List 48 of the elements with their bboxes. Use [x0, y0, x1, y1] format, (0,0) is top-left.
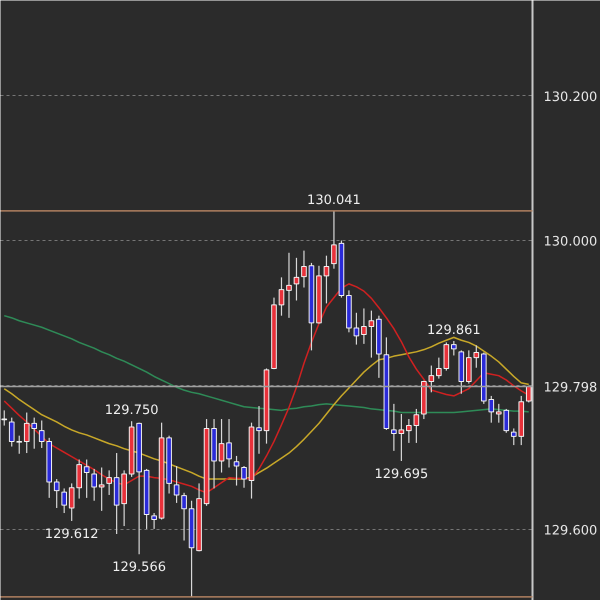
annotation: 129.861 [426, 322, 481, 338]
ref-line-label: 129.798 [544, 380, 598, 396]
candlestick [1, 410, 8, 426]
candlestick [361, 308, 367, 344]
candlestick [391, 403, 397, 452]
candlestick [16, 435, 22, 454]
candlestick [414, 408, 420, 444]
candlestick [503, 408, 510, 434]
candlestick [31, 417, 38, 450]
candlestick [354, 312, 360, 346]
candlestick [98, 466, 104, 512]
candlestick [84, 458, 90, 498]
candlestick [406, 418, 412, 444]
annotation: 129.612 [44, 526, 99, 542]
candlestick [510, 428, 517, 446]
candlestick [436, 357, 442, 380]
y-tick-label: 129.600 [544, 524, 598, 539]
line-series [3, 314, 530, 414]
annotation: 130.041 [307, 192, 361, 208]
line-series [3, 336, 530, 480]
candlestick [294, 257, 300, 302]
candlestick [428, 364, 434, 393]
candlestick [106, 470, 112, 496]
candlestick [444, 342, 450, 372]
annotation: 129.566 [112, 560, 166, 576]
y-tick-label: 130.200 [544, 90, 598, 105]
candlestick [488, 395, 494, 424]
candlestick [91, 468, 97, 502]
candlestick [8, 417, 15, 448]
candlestick [54, 478, 60, 509]
annotation: 129.750 [104, 403, 159, 418]
candlestick [234, 455, 240, 486]
candlestick [466, 350, 472, 384]
candlestick [473, 344, 480, 368]
annotation: 129.695 [374, 466, 428, 482]
candlestick [68, 482, 75, 522]
candlestick [451, 340, 457, 356]
candlestick [76, 458, 82, 500]
candlestick [324, 255, 330, 304]
candlestick [174, 465, 180, 504]
candlestick [368, 310, 374, 358]
candlestick [61, 488, 68, 514]
candlestick [24, 412, 30, 454]
candlestick [38, 420, 45, 449]
candlestick [151, 512, 157, 530]
candlestick [496, 403, 502, 424]
candlestick [398, 413, 404, 462]
y-tick-label: 130.000 [544, 234, 598, 250]
